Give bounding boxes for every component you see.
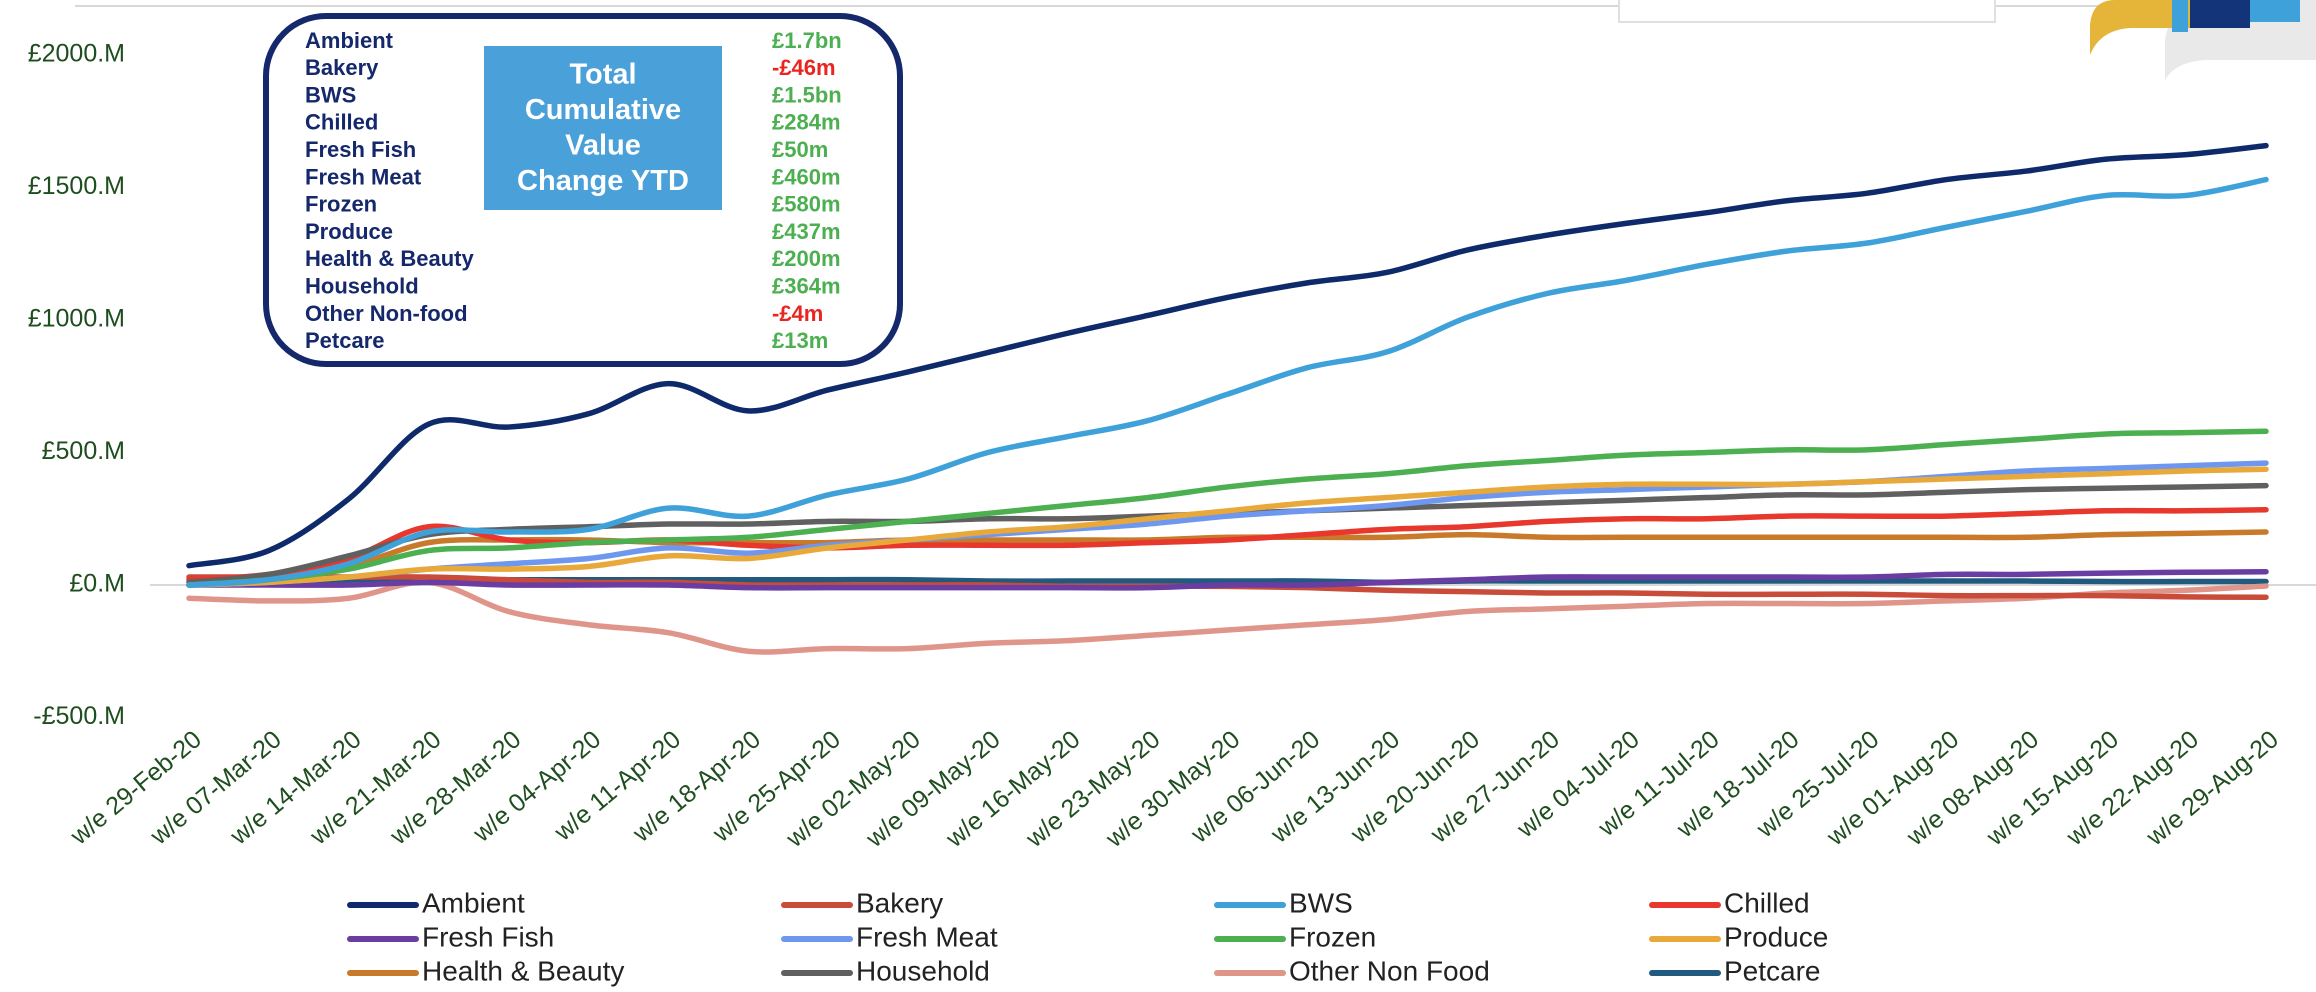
annotation-label: BWS	[305, 82, 356, 107]
annotation-value: £1.5bn	[772, 82, 842, 107]
y-tick-label: £500.M	[42, 437, 125, 465]
legend-label: Frozen	[1289, 921, 1376, 952]
annotation-label: Fresh Meat	[305, 164, 422, 189]
x-tick-label: w/e 16-May-20	[940, 725, 1085, 853]
logo	[2090, 0, 2316, 80]
legend-label: Other Non Food	[1289, 955, 1490, 986]
legend-label: Petcare	[1724, 955, 1821, 986]
annotation-label: Fresh Fish	[305, 137, 416, 162]
x-tick-label: w/e 02-May-20	[780, 725, 925, 853]
annotation-title-box	[484, 46, 722, 210]
annotation-value: -£46m	[772, 55, 836, 80]
annotation-value: £284m	[772, 110, 841, 135]
annotation-title: Value	[565, 130, 641, 162]
annotation-value: £580m	[772, 192, 841, 217]
legend-label: Bakery	[856, 887, 943, 918]
y-tick-label: -£500.M	[33, 702, 125, 730]
series-line	[186, 506, 2269, 583]
legend-label: Chilled	[1724, 887, 1810, 918]
annotation-value: £50m	[772, 137, 828, 162]
y-tick-label: £0.M	[69, 570, 125, 598]
series-line	[186, 579, 2269, 655]
annotation-label: Frozen	[305, 192, 377, 217]
legend-label: BWS	[1289, 887, 1353, 918]
legend-label: Ambient	[422, 887, 525, 918]
legend-label: Produce	[1724, 921, 1828, 952]
y-tick-label: £1000.M	[28, 305, 125, 333]
annotation-value: £13m	[772, 328, 828, 353]
series-line	[186, 176, 2269, 588]
legend-label: Health & Beauty	[422, 955, 624, 986]
annotation-value: £364m	[772, 274, 841, 299]
annotation-value: £437m	[772, 219, 841, 244]
series-line	[186, 428, 2269, 588]
annotation-value: -£4m	[772, 301, 823, 326]
annotation-label: Bakery	[305, 55, 379, 80]
x-tick-label: w/e 23-May-20	[1020, 725, 1165, 853]
annotation-label: Health & Beauty	[305, 246, 474, 271]
annotation-value: £460m	[772, 164, 841, 189]
annotation-label: Other Non-food	[305, 301, 468, 326]
x-tick-label: w/e 30-May-20	[1100, 725, 1245, 853]
annotation-title: Cumulative	[525, 94, 681, 126]
legend-label: Fresh Fish	[422, 921, 554, 952]
annotation-title: Change YTD	[517, 165, 689, 197]
x-tick-label: w/e 09-May-20	[860, 725, 1005, 853]
legend: Ambient Bakery BWS Chilled Fresh Fish Fresh M…	[347, 887, 1828, 986]
series-line	[186, 569, 2269, 591]
annotation-label: Chilled	[305, 110, 378, 135]
annotation-title: Total	[569, 59, 636, 91]
annotation-label: Household	[305, 274, 419, 299]
header-box	[1618, 0, 1996, 23]
y-tick-label: £2000.M	[28, 40, 125, 68]
annotation-value: £200m	[772, 246, 841, 271]
y-tick-label: £1500.M	[28, 172, 125, 200]
annotation-value: £1.7bn	[772, 28, 842, 53]
x-tick-label: w/e 29-Feb-20	[65, 725, 207, 851]
annotation-label: Petcare	[305, 328, 385, 353]
legend-label: Household	[856, 955, 990, 986]
annotation-label: Ambient	[305, 28, 394, 53]
series-line	[186, 142, 2269, 569]
annotation-label: Produce	[305, 219, 393, 244]
legend-label: Fresh Meat	[856, 921, 998, 952]
series-line	[186, 466, 2269, 588]
